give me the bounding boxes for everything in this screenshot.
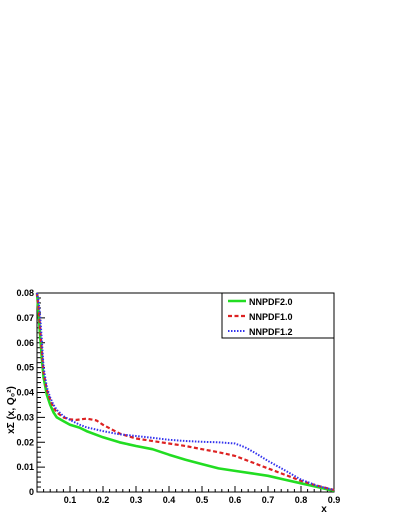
- y-tick-label: 0.04: [16, 388, 34, 398]
- y-axis-label: xΣ (x, Q₀²): [6, 386, 17, 434]
- y-tick-label: 0.01: [16, 462, 34, 472]
- x-tick-label: 0.1: [64, 495, 77, 505]
- x-tick-label: 0.8: [295, 495, 308, 505]
- x-tick-label: 0.3: [130, 495, 143, 505]
- series-layer: [35, 292, 335, 493]
- x-tick-label: 0.5: [196, 495, 209, 505]
- x-tick-label: 0.7: [262, 495, 275, 505]
- y-tick-label: 0: [29, 487, 34, 497]
- series-line-nnpdf1-2: [36, 292, 335, 491]
- x-tick-label: 0.9: [328, 495, 341, 505]
- series-line-nnpdf1-0: [35, 292, 335, 492]
- x-tick-label: 0.6: [229, 495, 242, 505]
- legend-label-nnpdf2-0: NNPDF2.0: [249, 297, 293, 307]
- legend: NNPDF2.0 NNPDF1.0 NNPDF1.2: [221, 292, 335, 339]
- legend-label-nnpdf1-2: NNPDF1.2: [249, 327, 293, 337]
- legend-label-nnpdf1-0: NNPDF1.0: [249, 312, 293, 322]
- x-tick-label: 0.2: [97, 495, 110, 505]
- y-tick-label: 0.06: [16, 338, 34, 348]
- y-tick-label: 0.08: [16, 288, 34, 298]
- y-tick-label: 0.03: [16, 412, 34, 422]
- y-tick-label: 0.07: [16, 313, 34, 323]
- y-tick-label: 0.02: [16, 437, 34, 447]
- y-tick-label: 0.05: [16, 363, 34, 373]
- x-tick-label: 0.4: [163, 495, 176, 505]
- x-axis-label: x: [321, 504, 327, 515]
